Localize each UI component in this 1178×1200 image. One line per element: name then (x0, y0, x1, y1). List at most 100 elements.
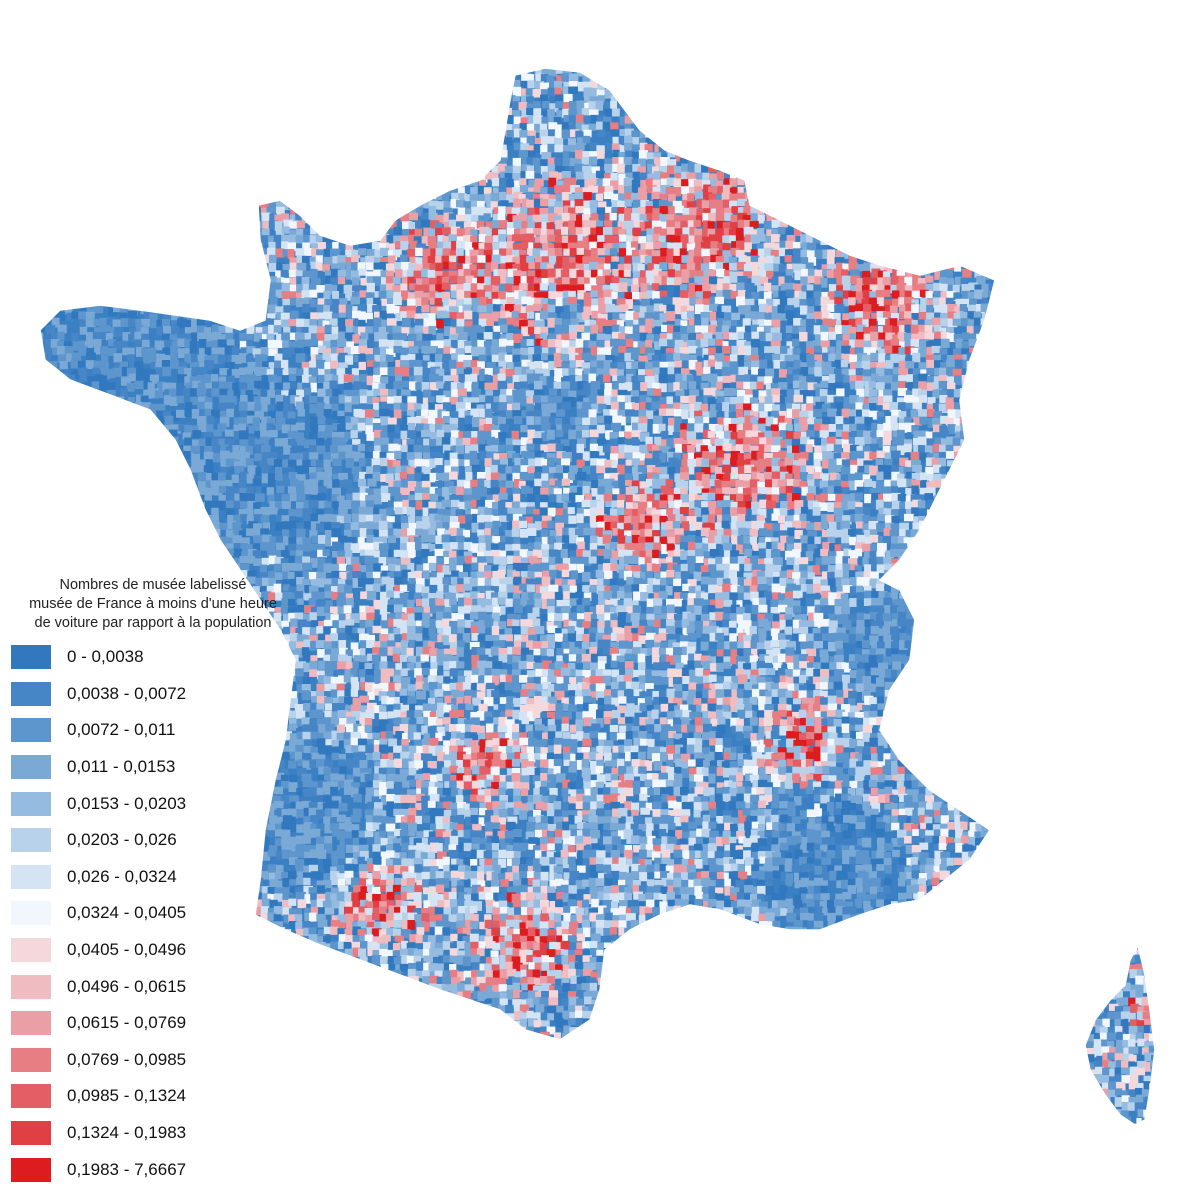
commune-cell (135, 298, 145, 307)
commune-cell (666, 214, 677, 224)
commune-cell (112, 179, 121, 187)
commune-cell (899, 145, 909, 153)
commune-cell (469, 264, 479, 274)
commune-cell (1060, 270, 1069, 280)
commune-cell (332, 192, 342, 201)
commune-cell (107, 114, 117, 123)
commune-cell (947, 59, 955, 68)
commune-cell (898, 81, 908, 91)
commune-cell (560, 269, 570, 279)
commune-cell (456, 214, 466, 223)
commune-cell (680, 68, 690, 77)
commune-cell (681, 68, 690, 69)
commune-cell (415, 157, 426, 166)
commune-cell (841, 68, 852, 76)
commune-cell (1066, 79, 1075, 87)
commune-cell (857, 88, 865, 97)
commune-cell (254, 296, 264, 307)
commune-cell (665, 201, 676, 209)
commune-cell (766, 229, 774, 238)
commune-cell (540, 89, 550, 98)
commune-cell (744, 234, 752, 244)
commune-cell (904, 296, 914, 306)
commune-cell (890, 108, 899, 117)
commune-cell (429, 116, 437, 125)
commune-cell (933, 131, 943, 141)
commune-cell (183, 221, 193, 231)
commune-cell (904, 290, 915, 300)
commune-cell (176, 191, 185, 200)
commune-cell (43, 208, 53, 216)
commune-cell (812, 107, 822, 118)
commune-cell (513, 198, 521, 209)
commune-cell (114, 101, 124, 110)
commune-cell (876, 170, 885, 179)
commune-cell (65, 247, 75, 258)
commune-cell (910, 206, 921, 215)
commune-cell (667, 81, 677, 90)
commune-cell (478, 248, 488, 257)
commune-cell (484, 143, 493, 153)
commune-cell (583, 249, 594, 258)
commune-cell (878, 123, 887, 132)
commune-cell (177, 241, 188, 251)
commune-cell (540, 74, 549, 82)
commune-cell (472, 68, 482, 77)
commune-cell (500, 149, 508, 160)
commune-cell (1078, 135, 1089, 145)
commune-cell (253, 73, 263, 82)
commune-cell (171, 94, 181, 102)
commune-cell (309, 256, 318, 266)
commune-cell (757, 143, 765, 152)
commune-cell (330, 151, 339, 159)
commune-cell (429, 290, 438, 299)
commune-cell (51, 173, 59, 182)
commune-cell (1031, 206, 1040, 215)
commune-cell (835, 156, 843, 165)
commune-cell (448, 262, 457, 270)
commune-cell (493, 94, 504, 103)
commune-cell (463, 129, 472, 139)
commune-cell (688, 292, 698, 303)
commune-cell (1142, 149, 1151, 160)
commune-cell (128, 163, 136, 173)
commune-cell (911, 158, 921, 168)
commune-cell (393, 226, 402, 235)
commune-cell (463, 235, 473, 243)
commune-cell (869, 81, 880, 92)
commune-cell (652, 199, 662, 209)
commune-cell (1037, 198, 1047, 207)
commune-cell (1051, 86, 1060, 96)
commune-cell (1003, 199, 1011, 208)
commune-cell (716, 108, 725, 118)
commune-cell (275, 143, 284, 153)
commune-cell (707, 228, 716, 237)
commune-cell (1038, 213, 1048, 223)
commune-cell (197, 137, 205, 145)
commune-cell (541, 256, 550, 267)
commune-cell (1045, 117, 1056, 125)
commune-cell (92, 68, 102, 69)
commune-cell (758, 173, 768, 183)
commune-cell (84, 166, 94, 174)
commune-cell (56, 171, 66, 179)
commune-cell (507, 268, 518, 278)
commune-cell (1003, 290, 1012, 299)
commune-cell (1016, 172, 1024, 182)
commune-cell (289, 257, 299, 268)
commune-cell (42, 296, 52, 305)
commune-cell (399, 235, 409, 245)
commune-cell (1128, 68, 1137, 70)
commune-cell (604, 158, 613, 168)
commune-cell (939, 277, 947, 285)
commune-cell (752, 116, 760, 125)
commune-cell (694, 79, 704, 90)
commune-cell (227, 269, 238, 278)
commune-cell (1031, 227, 1042, 237)
commune-cell (457, 276, 466, 285)
commune-cell (955, 243, 965, 253)
commune-cell (836, 249, 845, 260)
commune-cell (534, 222, 542, 232)
commune-cell (45, 178, 53, 186)
commune-cell (477, 185, 488, 196)
